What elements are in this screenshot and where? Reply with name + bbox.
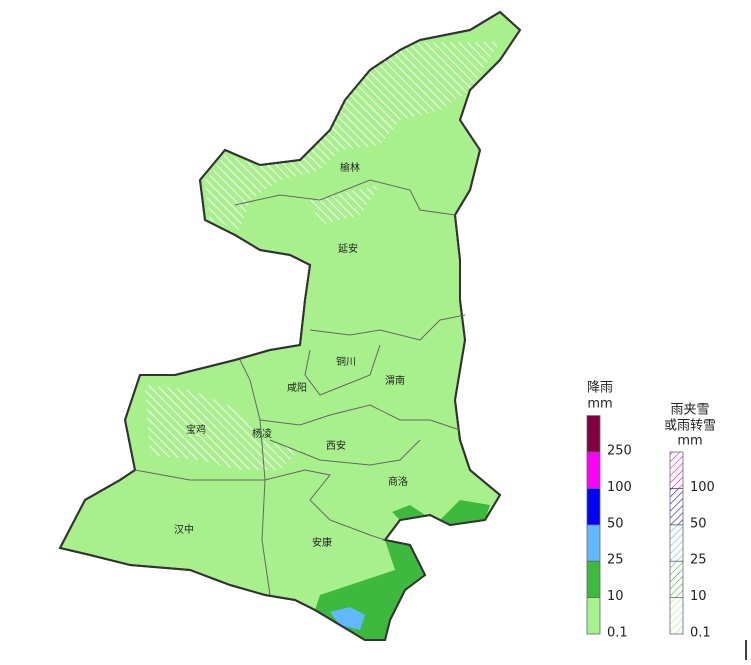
city-label: 延安: [338, 242, 358, 255]
province-outline: [58, 10, 522, 641]
city-label: 榆林: [340, 161, 360, 174]
legend-swatch: [669, 560, 684, 599]
legend-label: 0.1: [690, 626, 711, 641]
city-label: 杨凌: [252, 427, 272, 440]
heavy-rain: [440, 500, 490, 525]
legend-label: 100: [607, 480, 632, 495]
legend-unit: mm: [677, 434, 702, 449]
snow-hatch: [145, 385, 300, 470]
legend-label: 50: [690, 516, 707, 531]
legend-swatch: [586, 524, 601, 562]
snow-hatch: [310, 185, 380, 225]
city-label: 安康: [312, 536, 332, 549]
city-label: 商洛: [388, 475, 408, 488]
legend-label: 250: [607, 444, 632, 459]
legend-label: 10: [607, 589, 624, 604]
legend-swatch: [669, 597, 684, 635]
province: [58, 10, 522, 641]
legend-swatch: [586, 487, 601, 526]
city-label: 宝鸡: [186, 423, 206, 436]
legend-swatch: [669, 451, 684, 489]
city-label: 咸阳: [287, 382, 307, 394]
legend-unit: mm: [587, 397, 612, 412]
snow-hatch: [205, 42, 500, 230]
legend-label: 10: [690, 589, 707, 604]
legend-swatch: [586, 415, 601, 453]
legend-swatch: [669, 524, 684, 562]
city-label: 汉中: [174, 523, 194, 536]
storm-rain: [330, 607, 365, 630]
legend-swatch: [586, 451, 601, 489]
legend-subtitle: 或雨转雪: [664, 419, 716, 434]
city-label: 西安: [326, 439, 346, 452]
legend-swatch: [586, 560, 601, 599]
legend-swatch: [586, 597, 601, 635]
legend-label: 0.1: [607, 626, 628, 641]
legend-title: 降雨: [587, 381, 613, 396]
district-borders: [134, 179, 466, 596]
legend-label: 100: [690, 480, 715, 495]
legend-label: 25: [690, 553, 707, 568]
legend-swatch: [669, 487, 684, 526]
legend-label: 50: [607, 516, 624, 531]
legend-title: 雨夹雪: [670, 403, 709, 418]
legend-label: 25: [607, 553, 624, 568]
city-label: 铜川: [336, 356, 356, 368]
city-label: 渭南: [385, 374, 405, 387]
